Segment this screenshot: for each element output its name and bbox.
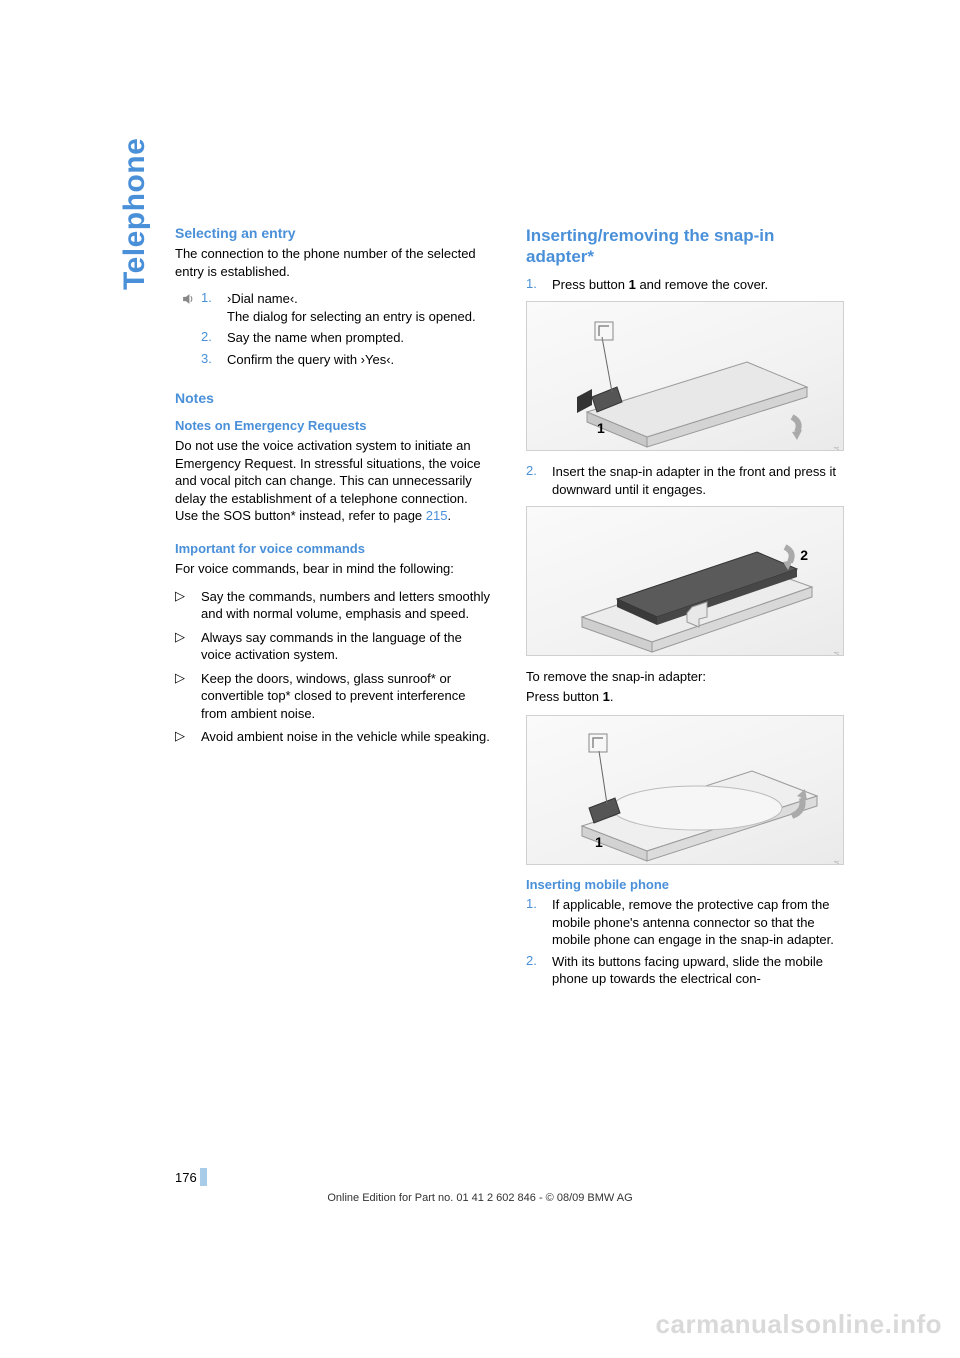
left-column: Selecting an entry The connection to the… [175, 225, 494, 992]
heading-selecting-entry: Selecting an entry [175, 225, 494, 241]
page: Telephone Selecting an entry The connect… [0, 0, 960, 1358]
figure-code: M607192OM [834, 446, 841, 451]
paragraph: To remove the snap-in adapter: [526, 668, 845, 686]
page-number: 176 [175, 1170, 197, 1185]
voice-steps: 1. ›Dial name‹. The dialog for selecting… [175, 290, 494, 372]
figure-code: M607193OM [834, 651, 841, 656]
step-number: 1. [526, 896, 552, 949]
bullet-text: Avoid ambient noise in the vehicle while… [201, 728, 494, 746]
adapter-illustration [527, 302, 844, 451]
paragraph: For voice commands, bear in mind the fol… [175, 560, 494, 578]
footer-text: Online Edition for Part no. 01 41 2 602 … [0, 1192, 960, 1204]
paragraph: Press button 1. [526, 688, 845, 706]
bullet-text: Always say commands in the language of t… [201, 629, 494, 664]
step-number: 1. [201, 290, 227, 325]
step-text: Insert the snap-in adapter in the front … [552, 463, 845, 498]
step-text: and remove the cover. [636, 277, 768, 292]
voice-icon [175, 290, 201, 372]
bullet-icon: ▷ [175, 588, 201, 623]
step-text: If applicable, remove the protective cap… [552, 896, 845, 949]
content-columns: Selecting an entry The connection to the… [175, 225, 845, 992]
figure-callout: 1 [595, 834, 603, 850]
step-text: Say the name when prompted. [227, 329, 494, 347]
page-number-bar [200, 1168, 207, 1186]
page-link[interactable]: 215 [426, 508, 448, 523]
button-ref: 1 [629, 277, 636, 292]
heading-inserting-phone: Inserting mobile phone [526, 877, 845, 892]
figure-callout: 2 [800, 547, 808, 563]
step-text: The dialog for selecting an entry is ope… [227, 309, 476, 324]
step-number: 2. [526, 463, 552, 498]
figure-insert: 2 M607193OM [526, 506, 844, 656]
button-ref: 1 [603, 689, 610, 704]
heading-snap-in: Inserting/removing the snap-in adapter* [526, 225, 845, 268]
step-text: Press button [552, 277, 629, 292]
figure-remove: 1 M607194OM [526, 715, 844, 865]
step-number: 2. [526, 953, 552, 988]
bullet-icon: ▷ [175, 728, 201, 746]
step-text: Confirm the query with [227, 352, 361, 367]
figure-callout: 1 [597, 420, 605, 436]
figure-code: M607194OM [834, 860, 841, 865]
adapter-illustration [527, 507, 844, 656]
heading-notes: Notes [175, 390, 494, 406]
bullet-text: Keep the doors, windows, glass sunroof* … [201, 670, 494, 723]
bullet-text: Say the commands, numbers and letters sm… [201, 588, 494, 623]
watermark: carmanualsonline.info [656, 1309, 942, 1340]
section-side-label: Telephone [118, 138, 152, 290]
bullet-icon: ▷ [175, 670, 201, 723]
figure-cover: 1 M607192OM [526, 301, 844, 451]
heading-voice-commands: Important for voice commands [175, 541, 494, 556]
voice-command: ›Yes‹ [361, 352, 391, 367]
step-number: 1. [526, 276, 552, 294]
adapter-illustration [527, 716, 844, 865]
step-number: 2. [201, 329, 227, 347]
paragraph: The connection to the phone number of th… [175, 245, 494, 280]
step-text: With its buttons facing upward, slide th… [552, 953, 845, 988]
bullet-icon: ▷ [175, 629, 201, 664]
heading-emergency: Notes on Emergency Requests [175, 418, 494, 433]
voice-command: ›Dial name‹. [227, 291, 298, 306]
right-column: Inserting/removing the snap-in adapter* … [526, 225, 845, 992]
step-number: 3. [201, 351, 227, 369]
paragraph: Do not use the voice activation system t… [175, 437, 494, 525]
step-text: . [391, 352, 395, 367]
